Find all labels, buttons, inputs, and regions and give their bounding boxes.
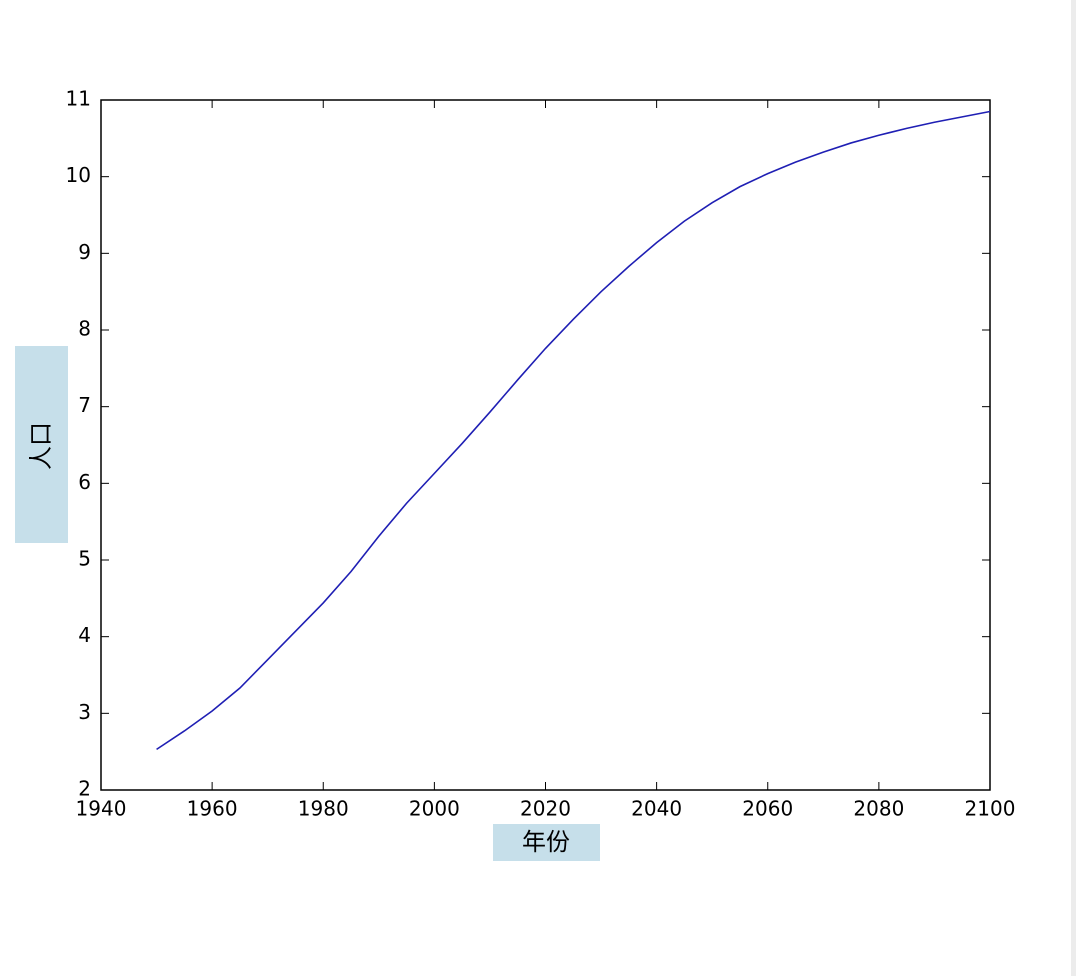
x-tick-label: 2100 (965, 797, 1016, 821)
x-tick-label: 1980 (298, 797, 349, 821)
y-axis-label: 人口 (27, 422, 55, 470)
y-tick-label: 10 (66, 163, 91, 187)
y-tick-label: 2 (78, 777, 91, 801)
y-tick-label: 4 (78, 623, 91, 647)
y-label-box (15, 346, 68, 543)
x-tick-label: 2080 (853, 797, 904, 821)
x-tick-label: 2020 (520, 797, 571, 821)
y-tick-label: 6 (78, 470, 91, 494)
y-tick-label: 5 (78, 547, 91, 571)
y-tick-label: 9 (78, 240, 91, 264)
window-edge (1071, 0, 1076, 976)
y-tick-label: 8 (78, 317, 91, 341)
data-line (156, 110, 991, 751)
y-tick-label: 3 (78, 700, 91, 724)
y-tick-label: 7 (78, 393, 91, 417)
x-tick-label: 2060 (742, 797, 793, 821)
x-tick-label: 1960 (187, 797, 238, 821)
x-tick-label: 2040 (631, 797, 682, 821)
x-label-box (493, 824, 600, 861)
x-axis-label: 年份 (522, 828, 570, 856)
x-tick-label: 1940 (76, 797, 127, 821)
x-tick-label: 2000 (409, 797, 460, 821)
y-tick-label: 11 (66, 87, 91, 111)
